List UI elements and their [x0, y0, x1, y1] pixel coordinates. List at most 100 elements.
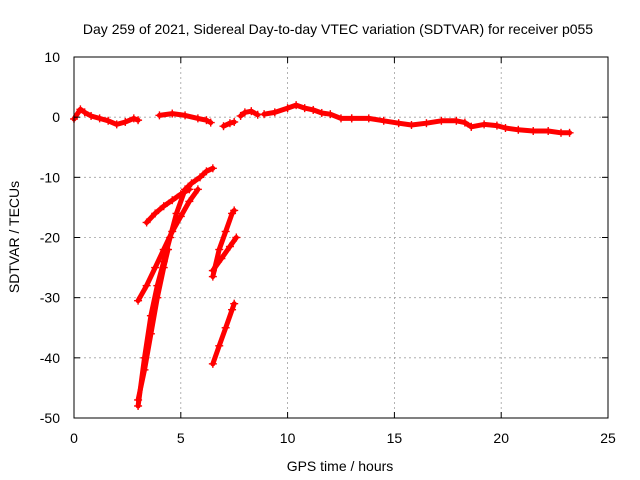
series-band: [71, 106, 141, 127]
data-point: [206, 118, 215, 127]
data-point: [230, 206, 239, 215]
y-tick-label: -50: [40, 410, 60, 426]
y-tick-label: -20: [40, 230, 60, 246]
data-point: [219, 122, 228, 131]
data-point: [87, 111, 96, 120]
series-band: [135, 186, 201, 304]
data-point: [151, 209, 160, 218]
data-point: [422, 119, 431, 128]
series-arc-11: [134, 245, 172, 404]
data-point: [283, 104, 292, 113]
data-point: [228, 305, 237, 314]
data-point: [176, 190, 185, 199]
data-point: [247, 107, 256, 116]
series-arc-4: [236, 107, 262, 120]
data-point: [142, 281, 151, 290]
series-arc-10: [142, 185, 194, 227]
series-band: [349, 115, 474, 130]
y-tick-label: 10: [44, 49, 60, 65]
data-point: [565, 128, 574, 137]
data-point: [230, 117, 239, 126]
x-tick-label: 10: [280, 430, 296, 446]
series-band: [144, 186, 192, 225]
data-point: [215, 341, 224, 350]
data-point: [155, 111, 164, 120]
data-point: [153, 293, 162, 302]
x-tick-label: 20: [493, 430, 509, 446]
data-point: [134, 116, 143, 125]
data-point: [270, 108, 279, 117]
data-point: [202, 116, 211, 125]
chart-title: Day 259 of 2021, Sidereal Day-to-day VTE…: [83, 21, 593, 37]
data-point: [300, 104, 309, 113]
data-point: [240, 108, 249, 117]
series-arc-5: [260, 101, 356, 123]
data-point: [217, 254, 226, 263]
data-point: [168, 227, 177, 236]
data-point: [163, 245, 172, 254]
series-band: [468, 121, 573, 136]
data-point: [452, 116, 461, 125]
series-arc-2: [155, 109, 215, 127]
data-point: [134, 395, 143, 404]
data-point: [187, 179, 196, 188]
data-point: [151, 263, 160, 272]
series-band: [135, 165, 216, 409]
data-point: [196, 173, 205, 182]
tick-layer: 0 5 10 15 20 25 -50 -40 -30 -20 -10 0 10: [40, 49, 616, 446]
data-point: [134, 296, 143, 305]
data-point: [208, 164, 217, 173]
data-point: [193, 114, 202, 123]
data-point: [225, 119, 234, 128]
data-point: [221, 227, 230, 236]
series-arc-7: [467, 120, 574, 137]
series-arc-3: [219, 117, 239, 131]
data-point: [140, 365, 149, 374]
y-tick-label: -10: [40, 169, 60, 185]
data-point: [317, 108, 326, 117]
series-band: [210, 235, 239, 274]
data-point: [159, 263, 168, 272]
series-arc-13: [208, 233, 241, 275]
data-point: [208, 266, 217, 275]
data-point: [121, 117, 130, 126]
data-point: [347, 114, 356, 123]
y-tick-label: -30: [40, 290, 60, 306]
data-point: [326, 110, 335, 119]
data-point: [215, 245, 224, 254]
data-point: [292, 101, 301, 110]
data-point: [185, 197, 194, 206]
series-arc-9: [134, 185, 202, 305]
x-tick-label: 25: [600, 430, 616, 446]
data-point: [80, 108, 89, 117]
data-point: [260, 110, 269, 119]
grid-layer: [74, 57, 608, 418]
data-point: [529, 127, 538, 136]
data-point: [193, 185, 202, 194]
data-point: [407, 120, 416, 129]
series-arc-14: [208, 299, 239, 368]
series-band: [135, 247, 171, 403]
series-arc-6: [347, 114, 476, 131]
data-point: [379, 116, 388, 125]
data-point: [337, 114, 345, 123]
data-point: [230, 299, 239, 308]
data-point: [208, 359, 217, 368]
data-point: [112, 120, 121, 129]
data-point: [437, 116, 446, 125]
data-point: [146, 329, 155, 338]
data-point: [142, 218, 151, 227]
y-axis-label: SDTVAR / TECUs: [6, 181, 22, 293]
data-point: [176, 212, 185, 221]
data-point: [492, 121, 501, 130]
y-tick-label: -40: [40, 350, 60, 366]
x-tick-label: 15: [387, 430, 403, 446]
data-point: [172, 209, 181, 218]
data-point: [364, 114, 373, 123]
series-band: [261, 102, 355, 121]
data-point: [467, 122, 476, 131]
data-point: [460, 118, 469, 127]
data-point: [168, 196, 177, 205]
data-point: [168, 109, 177, 118]
